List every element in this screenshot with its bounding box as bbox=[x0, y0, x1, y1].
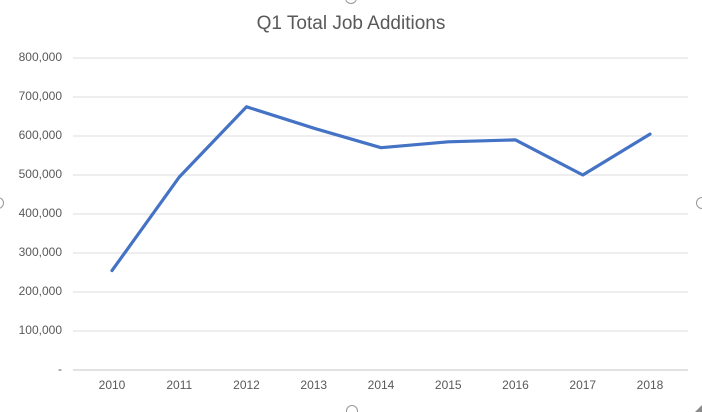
y-axis-tick-label: 700,000 bbox=[18, 89, 62, 103]
x-axis-tick-label: 2014 bbox=[367, 378, 395, 392]
y-axis-tick-label: - bbox=[58, 362, 62, 376]
data-series-line[interactable] bbox=[110, 105, 652, 273]
x-axis-tick-label: 2011 bbox=[166, 378, 193, 392]
x-axis-tick-label: 2017 bbox=[569, 378, 597, 392]
chart-title[interactable]: Q1 Total Job Additions bbox=[256, 13, 446, 34]
y-axis-tick-label: 500,000 bbox=[18, 167, 62, 181]
x-axis-tick-label: 2015 bbox=[434, 378, 462, 392]
y-axis-tick-label: 400,000 bbox=[18, 206, 62, 220]
resize-cursor-icon bbox=[691, 401, 702, 412]
selection-handle-right-icon[interactable] bbox=[696, 197, 702, 209]
y-axis-tick-label: 100,000 bbox=[18, 323, 62, 337]
x-axis-tick-label: 2013 bbox=[300, 378, 328, 392]
x-axis-tick-label: 2018 bbox=[636, 378, 664, 392]
y-axis-tick-label: 800,000 bbox=[18, 50, 62, 64]
x-axis-tick-label: 2012 bbox=[233, 378, 260, 392]
y-axis-tick-label: 200,000 bbox=[18, 284, 62, 298]
x-axis-tick-label: 2010 bbox=[98, 378, 126, 392]
y-axis-tick-label: 600,000 bbox=[18, 128, 62, 142]
y-axis-tick-label: 300,000 bbox=[18, 245, 62, 259]
x-axis-tick-label: 2016 bbox=[502, 378, 529, 392]
selection-handle-bottom-icon[interactable] bbox=[346, 405, 358, 412]
